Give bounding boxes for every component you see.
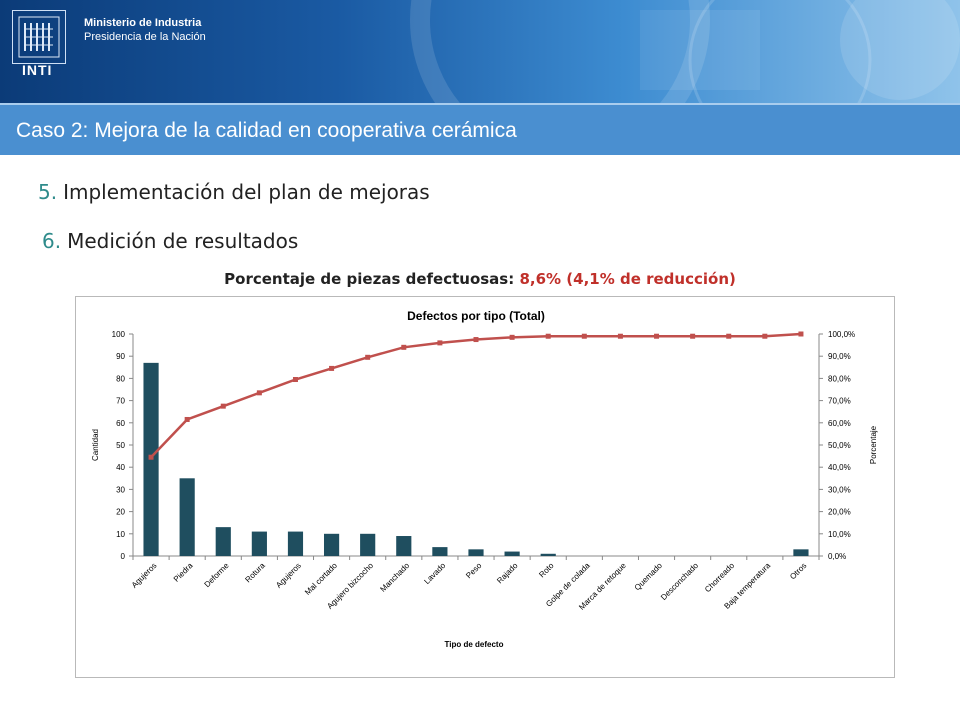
bar-9	[432, 547, 448, 556]
x-axis-title: Tipo de defecto	[445, 640, 504, 649]
bar-11	[504, 551, 520, 556]
y-tick-label: 20	[116, 508, 125, 517]
x-tick-label: Lavado	[422, 561, 447, 586]
y-tick-label: 90	[116, 352, 125, 361]
bar-3	[215, 527, 231, 556]
title-bar: Caso 2: Mejora de la calidad en cooperat…	[0, 103, 960, 155]
cumulative-point-4	[256, 390, 262, 396]
cumulative-point-12	[545, 333, 551, 339]
x-tick-label: Agujeros	[130, 561, 159, 590]
cumulative-point-9	[437, 340, 443, 346]
y-tick-label: 30	[116, 485, 125, 494]
bar-12	[540, 553, 556, 556]
bar-7	[360, 533, 376, 556]
y-tick-label: 10	[116, 530, 125, 539]
bar-2	[179, 478, 195, 556]
cumulative-point-13	[581, 333, 587, 339]
y-tick-label: 0	[121, 552, 126, 561]
chart-title: Defectos por tipo (Total)	[407, 309, 545, 323]
ministry-line1: Ministerio de Industria	[84, 17, 202, 29]
cumulative-point-18	[762, 333, 768, 339]
pareto-chart: Defectos por tipo (Total) 0 10 20 30 40 50 60 70…	[91, 309, 878, 649]
bar-6	[323, 533, 340, 556]
x-tick-label: Roto	[537, 561, 556, 580]
y2-tick-label: 50,0%	[828, 441, 851, 450]
cumulative-point-6	[329, 365, 335, 371]
x-tick-label: Desconchado	[659, 561, 700, 602]
y-tick-label: 40	[116, 463, 125, 472]
cumulative-point-1	[148, 454, 154, 460]
bar-4	[251, 531, 267, 556]
x-tick-label: Mal cortado	[303, 561, 339, 597]
cumulative-point-8	[401, 344, 407, 350]
y-tick-label: 70	[116, 397, 125, 406]
step-number: 6.	[42, 229, 62, 253]
bar-8	[396, 536, 412, 556]
cumulative-point-11	[509, 334, 515, 340]
page-title: Caso 2: Mejora de la calidad en cooperat…	[16, 119, 517, 142]
cumulative-point-14	[617, 333, 623, 339]
ministry-line2: Presidencia de la Nación	[84, 31, 206, 43]
x-tick-label: Agujeros	[274, 561, 303, 590]
x-tick-label: Rotura	[243, 561, 267, 585]
cumulative-point-5	[292, 377, 298, 383]
step-label: Implementación del plan de mejoras	[63, 180, 430, 204]
y2-tick-label: 10,0%	[828, 530, 851, 539]
x-tick-label: Otros	[788, 561, 808, 581]
y-tick-label: 60	[116, 419, 125, 428]
y2-tick-label: 30,0%	[828, 485, 851, 494]
chart-subtitle: Porcentaje de piezas defectuosas: 8,6% (…	[0, 270, 960, 288]
banner-decoration	[410, 0, 960, 103]
step-label: Medición de resultados	[67, 229, 299, 253]
y-axis-title: Cantidad	[91, 429, 100, 461]
cumulative-point-17	[726, 333, 732, 339]
cumulative-point-15	[654, 333, 660, 339]
y-tick-label: 100	[112, 330, 126, 339]
step-number: 5.	[38, 180, 58, 204]
y2-axis-title: Porcentaje	[869, 425, 878, 464]
subtitle-prefix: Porcentaje de piezas defectuosas:	[224, 270, 515, 288]
x-tick-label: Manchado	[378, 561, 411, 594]
x-tick-label: Rajado	[495, 561, 520, 586]
cumulative-point-19	[798, 331, 804, 337]
header-banner: INTI Ministerio de Industria Presidencia…	[0, 0, 960, 103]
y-tick-label: 50	[116, 441, 125, 450]
y2-tick-label: 100,0%	[828, 330, 855, 339]
x-tick-label: Peso	[464, 561, 484, 581]
cumulative-point-2	[184, 416, 190, 422]
ministry-text: Ministerio de Industria Presidencia de l…	[84, 16, 206, 44]
cumulative-point-10	[473, 337, 479, 343]
logo-text: INTI	[22, 62, 53, 78]
step-5: 5. Implementación del plan de mejoras	[38, 180, 430, 204]
step-6: 6. Medición de resultados	[42, 229, 298, 253]
y2-tick-label: 70,0%	[828, 397, 851, 406]
y2-tick-label: 60,0%	[828, 419, 851, 428]
x-tick-label: Piedra	[172, 561, 195, 584]
chart-frame: Defectos por tipo (Total) 0 10 20 30 40 50 60 70…	[75, 296, 895, 678]
cumulative-point-16	[690, 333, 696, 339]
y2-tick-label: 40,0%	[828, 463, 851, 472]
cumulative-point-3	[220, 403, 226, 409]
y2-tick-label: 20,0%	[828, 508, 851, 517]
cumulative-point-7	[365, 354, 371, 360]
y2-tick-label: 80,0%	[828, 374, 851, 383]
x-tick-label: Chorreado	[703, 561, 736, 594]
x-tick-label: Deforme	[203, 561, 231, 589]
y2-tick-label: 90,0%	[828, 352, 851, 361]
inti-logo	[12, 10, 66, 64]
y2-tick-label: 0,0%	[828, 552, 846, 561]
cumulative-line	[150, 332, 802, 459]
x-tick-label: Quemado	[633, 561, 665, 593]
bar-10	[468, 549, 484, 556]
bar-5	[287, 531, 304, 556]
subtitle-highlight: 8,6% (4,1% de reducción)	[519, 270, 736, 288]
bar-19	[793, 549, 809, 556]
y-tick-label: 80	[116, 374, 125, 383]
